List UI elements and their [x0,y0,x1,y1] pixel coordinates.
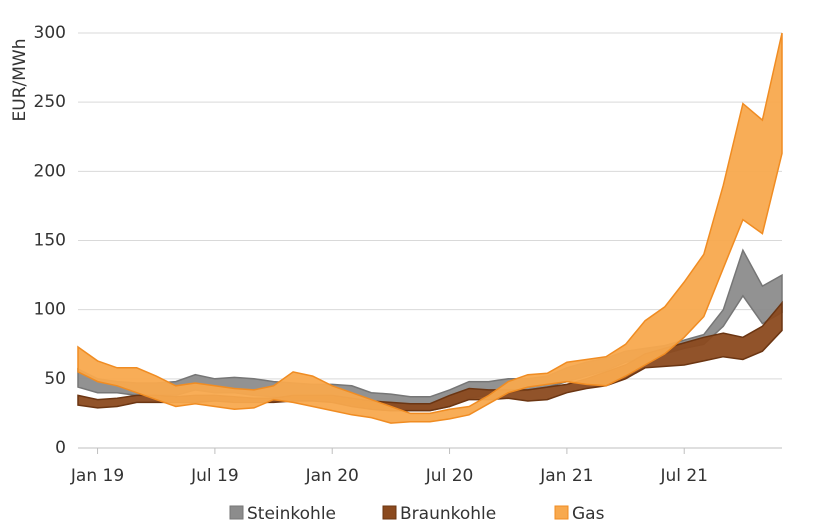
legend-label: Braunkohle [400,504,496,524]
legend-swatch [229,505,244,520]
legend-swatch [382,505,397,520]
x-tick-label: Jul 20 [425,466,474,486]
x-tick-label: Jan 19 [70,466,124,486]
y-tick-label: 100 [34,300,66,320]
y-tick-label: 250 [34,92,66,112]
x-tick-label: Jul 19 [190,466,239,486]
range-band [77,32,783,424]
y-tick-label: 0 [55,438,66,458]
x-tick-label: Jan 21 [539,466,593,486]
y-tick-label: 150 [34,231,66,251]
y-tick-label: 50 [44,369,66,389]
legend-label: Gas [572,504,605,524]
y-axis-label: EUR/MWh [10,39,30,122]
y-tick-label: 300 [34,23,66,43]
legend-swatch [554,505,569,520]
x-tick-label: Jan 20 [305,466,359,486]
y-tick-label: 200 [34,161,66,181]
legend-label: Steinkohle [247,504,336,524]
x-tick-label: Jul 21 [659,466,708,486]
